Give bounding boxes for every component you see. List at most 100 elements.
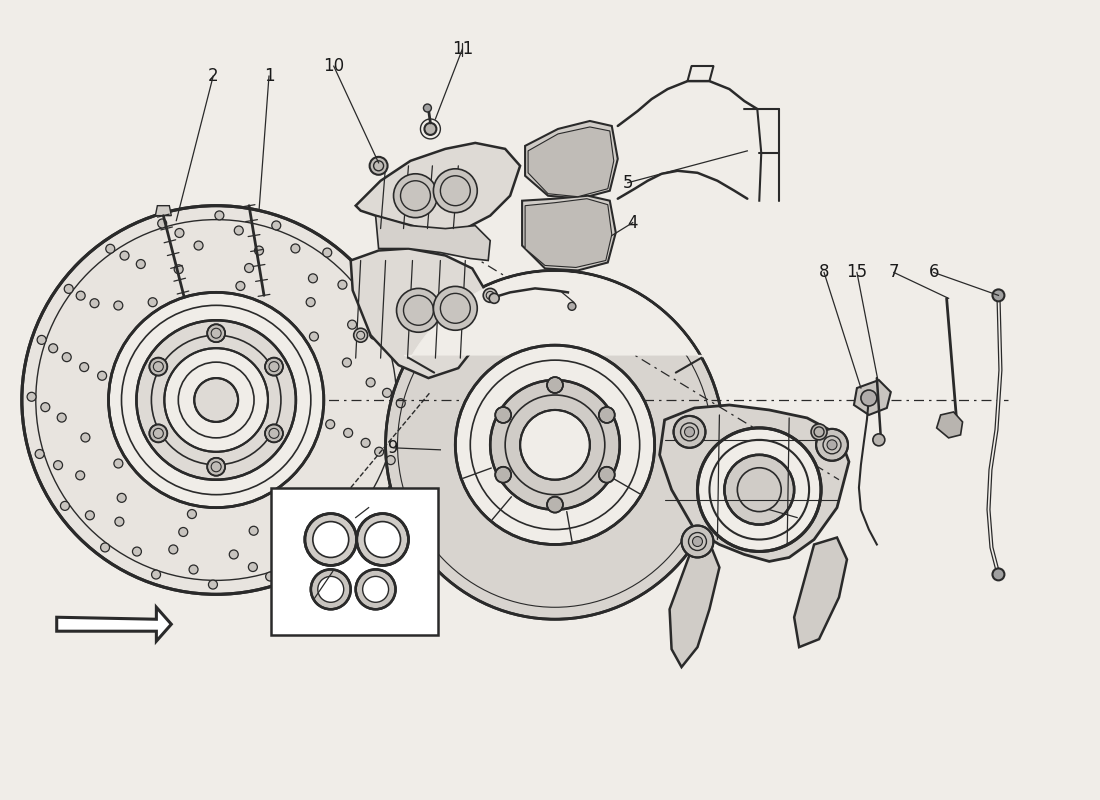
Circle shape — [684, 427, 694, 437]
Circle shape — [152, 570, 161, 579]
Circle shape — [37, 335, 46, 344]
Circle shape — [41, 402, 50, 412]
Text: 11: 11 — [452, 40, 473, 58]
Circle shape — [244, 263, 254, 273]
Circle shape — [81, 433, 90, 442]
Circle shape — [361, 438, 370, 447]
Bar — [271, 488, 439, 635]
Circle shape — [322, 248, 332, 257]
Circle shape — [356, 514, 408, 566]
Circle shape — [235, 282, 245, 290]
Circle shape — [366, 378, 375, 387]
Text: 13: 13 — [304, 590, 324, 608]
Polygon shape — [937, 412, 962, 438]
Circle shape — [343, 429, 353, 438]
Text: 10: 10 — [323, 57, 344, 75]
Circle shape — [306, 298, 315, 306]
Circle shape — [28, 392, 36, 402]
Polygon shape — [660, 405, 849, 562]
Circle shape — [229, 550, 239, 559]
Polygon shape — [854, 380, 891, 415]
Circle shape — [114, 459, 123, 468]
Ellipse shape — [455, 345, 654, 545]
Circle shape — [396, 398, 405, 408]
Circle shape — [132, 547, 142, 556]
Circle shape — [118, 494, 127, 502]
Circle shape — [109, 292, 323, 508]
Circle shape — [287, 531, 296, 541]
Circle shape — [490, 294, 499, 303]
Circle shape — [168, 545, 178, 554]
Text: 2: 2 — [208, 67, 219, 85]
Circle shape — [265, 425, 283, 442]
Circle shape — [90, 298, 99, 308]
Circle shape — [148, 298, 157, 306]
Circle shape — [568, 302, 576, 310]
Circle shape — [811, 424, 827, 440]
Polygon shape — [528, 127, 614, 197]
Circle shape — [194, 241, 204, 250]
Circle shape — [598, 466, 615, 482]
Circle shape — [318, 546, 327, 556]
Circle shape — [682, 526, 714, 558]
Circle shape — [79, 362, 89, 371]
Circle shape — [396, 288, 440, 332]
Circle shape — [35, 450, 44, 458]
Circle shape — [175, 229, 184, 238]
Ellipse shape — [491, 380, 619, 510]
Circle shape — [64, 285, 74, 294]
Circle shape — [547, 497, 563, 513]
Circle shape — [433, 286, 477, 330]
Text: 5: 5 — [623, 174, 632, 192]
Circle shape — [265, 358, 283, 375]
Circle shape — [348, 320, 356, 329]
Circle shape — [157, 219, 167, 228]
Circle shape — [309, 490, 319, 499]
Circle shape — [725, 455, 794, 525]
Circle shape — [873, 434, 884, 446]
Text: 12: 12 — [563, 294, 584, 311]
Polygon shape — [57, 607, 172, 641]
Circle shape — [54, 461, 63, 470]
Circle shape — [333, 492, 342, 502]
Polygon shape — [525, 198, 612, 267]
Text: 1: 1 — [264, 67, 274, 85]
Circle shape — [495, 407, 512, 423]
Circle shape — [370, 330, 378, 339]
Circle shape — [63, 353, 72, 362]
Circle shape — [250, 526, 258, 535]
Circle shape — [195, 378, 238, 422]
Circle shape — [187, 510, 197, 518]
Circle shape — [383, 388, 392, 398]
Polygon shape — [794, 538, 847, 647]
Circle shape — [120, 251, 129, 260]
Circle shape — [598, 407, 615, 423]
Polygon shape — [404, 273, 706, 358]
Ellipse shape — [520, 410, 590, 480]
Circle shape — [179, 527, 188, 537]
Circle shape — [348, 500, 356, 509]
Circle shape — [100, 543, 110, 552]
Circle shape — [318, 576, 343, 602]
Circle shape — [495, 466, 512, 482]
Circle shape — [424, 104, 431, 112]
Circle shape — [214, 211, 224, 220]
Circle shape — [76, 471, 85, 480]
Polygon shape — [375, 216, 491, 261]
Circle shape — [207, 458, 226, 476]
Circle shape — [106, 244, 114, 254]
Circle shape — [254, 246, 264, 255]
Circle shape — [363, 576, 388, 602]
Text: 9: 9 — [388, 439, 399, 457]
Text: 4: 4 — [627, 214, 638, 232]
Polygon shape — [670, 542, 719, 667]
Circle shape — [673, 416, 705, 448]
Circle shape — [150, 358, 167, 375]
Circle shape — [308, 274, 318, 283]
Circle shape — [394, 174, 438, 218]
Circle shape — [992, 569, 1004, 580]
Circle shape — [136, 259, 145, 269]
Polygon shape — [522, 196, 616, 270]
Circle shape — [266, 572, 275, 581]
Circle shape — [114, 517, 124, 526]
